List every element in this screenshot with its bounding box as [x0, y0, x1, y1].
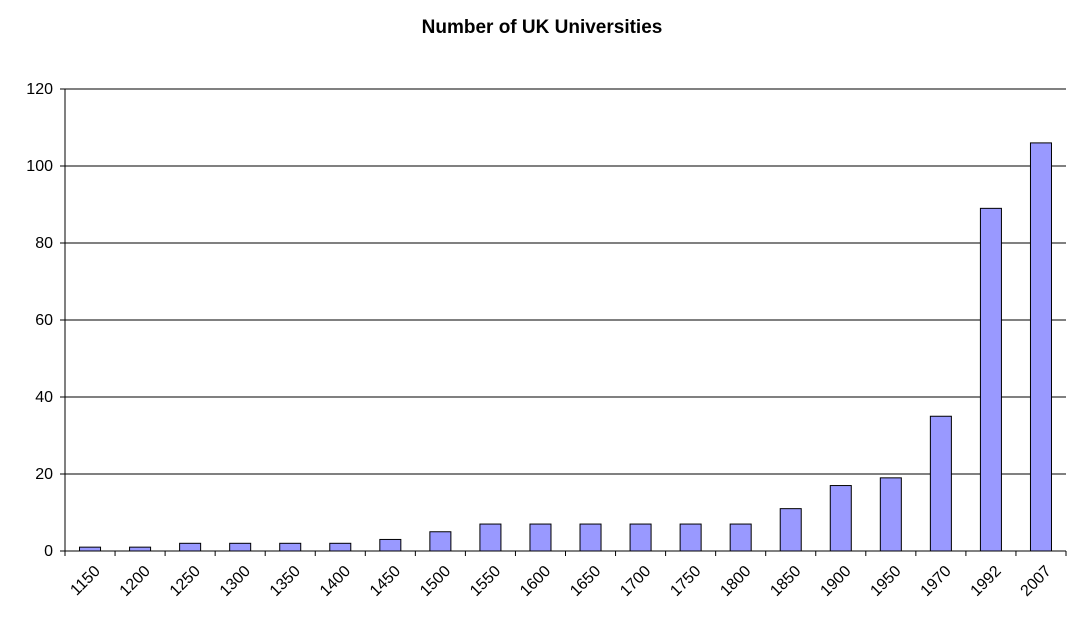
- bar: [529, 523, 552, 552]
- x-tick-label: 1150: [67, 563, 103, 599]
- x-tick-label: 1850: [767, 563, 804, 600]
- bar: [729, 523, 752, 552]
- bar: [579, 523, 602, 552]
- bar: [429, 531, 452, 552]
- x-tick-label: 1400: [317, 563, 354, 600]
- bar: [179, 542, 202, 552]
- x-tick-label: 1700: [617, 563, 654, 600]
- bar: [879, 477, 902, 552]
- bar: [229, 542, 252, 552]
- bar: [79, 546, 102, 552]
- x-tick-label: 1250: [167, 563, 204, 600]
- y-tick-label: 40: [35, 389, 53, 406]
- x-tick-label: 2007: [1018, 563, 1055, 600]
- chart-title: Number of UK Universities: [422, 17, 663, 38]
- x-tick-label: 1350: [267, 563, 304, 600]
- bar: [479, 523, 502, 552]
- x-tick-label: 1500: [417, 563, 454, 600]
- x-tick-label: 1550: [467, 563, 504, 600]
- bar: [929, 415, 952, 552]
- x-tick-label: 1300: [217, 563, 254, 600]
- y-tick-label: 100: [26, 158, 53, 175]
- y-tick-label: 80: [35, 235, 53, 252]
- x-tick-label: 1200: [117, 563, 154, 600]
- bar: [1029, 142, 1052, 552]
- bar: [329, 542, 352, 552]
- bar: [679, 523, 702, 552]
- x-tick-label: 1950: [867, 563, 904, 600]
- bar: [979, 207, 1002, 552]
- y-tick-label: 20: [35, 466, 53, 483]
- x-tick-label: 1992: [968, 563, 1005, 600]
- bar: [279, 542, 302, 552]
- x-tick-label: 1750: [667, 563, 704, 600]
- bar: [129, 546, 152, 552]
- x-tick-label: 1800: [717, 563, 754, 600]
- bar: [829, 485, 852, 552]
- bar: [779, 508, 802, 552]
- x-tick-label: 1600: [517, 563, 554, 600]
- bar: [379, 538, 402, 552]
- x-tick-label: 1900: [817, 563, 854, 600]
- y-tick-label: 0: [44, 543, 53, 560]
- x-tick-label: 1450: [367, 563, 404, 600]
- y-tick-label: 120: [26, 81, 53, 98]
- x-tick-label: 1970: [917, 563, 954, 600]
- x-tick-label: 1650: [567, 563, 604, 600]
- y-tick-label: 60: [35, 312, 53, 329]
- bar: [629, 523, 652, 552]
